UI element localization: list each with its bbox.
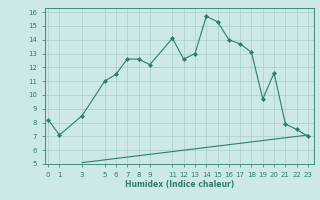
X-axis label: Humidex (Indice chaleur): Humidex (Indice chaleur) [124,180,234,189]
